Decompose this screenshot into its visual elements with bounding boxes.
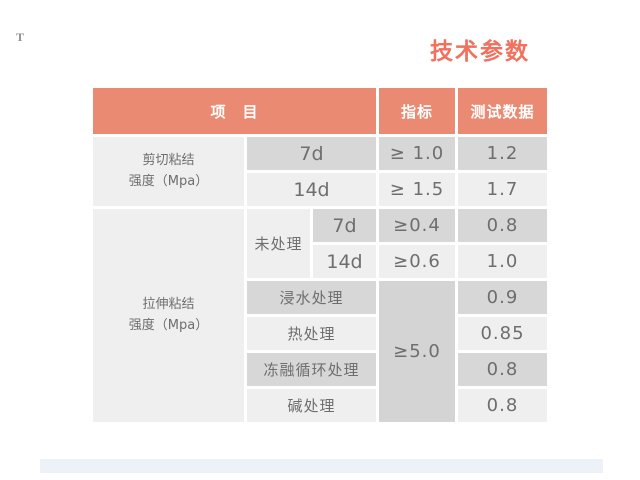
page-title: 技术参数: [430, 39, 530, 65]
group-shear-bond-strength: 剪切粘结 强度（Mpa）: [93, 137, 244, 206]
header-item: 项 目: [93, 88, 376, 134]
group-tensile-bond-strength: 拉伸粘结 强度（Mpa）: [93, 209, 244, 422]
row-test-value: 0.9: [458, 281, 547, 314]
row-test-value: 1.7: [458, 173, 547, 206]
row-test-value: 1.0: [458, 245, 547, 278]
row-test-value: 1.2: [458, 137, 547, 170]
row-indicator: ≥ 1.5: [379, 173, 455, 206]
row-test-value: 0.8: [458, 389, 547, 422]
untreated-label: 未处理: [247, 209, 310, 278]
merged-indicator-cell: ≥5.0: [379, 281, 455, 422]
group1-label-line1: 剪切粘结: [142, 153, 195, 169]
row-sub-label: 碱处理: [247, 389, 376, 422]
row-sub-label: 7d: [313, 209, 376, 242]
row-sub-label: 浸水处理: [247, 281, 376, 314]
group2-label-line2: 强度（Mpa）: [128, 317, 209, 333]
group2-label-line1: 拉伸粘结: [142, 297, 195, 313]
row-indicator: ≥ 1.0: [379, 137, 455, 170]
row-indicator: ≥0.4: [379, 209, 455, 242]
technical-parameters-table: 项 目 指标 测试数据 剪切粘结 强度（Mpa） 7d ≥ 1.0 1.2 14…: [93, 88, 547, 422]
row-sub-label: 热处理: [247, 317, 376, 350]
row-test-value: 0.8: [458, 353, 547, 386]
row-test-value: 0.8: [458, 209, 547, 242]
row-sub-label: 14d: [247, 173, 376, 206]
row-test-value: 0.85: [458, 317, 547, 350]
row-indicator: ≥0.6: [379, 245, 455, 278]
header-indicator: 指标: [379, 88, 455, 134]
header-test-data: 测试数据: [458, 88, 547, 134]
row-sub-label: 冻融循环处理: [247, 353, 376, 386]
corner-watermark-mark: T: [16, 30, 25, 44]
group1-label-line2: 强度（Mpa）: [128, 173, 209, 189]
row-sub-label: 14d: [313, 245, 376, 278]
footer-accent-bar: [40, 459, 603, 473]
row-sub-label: 7d: [247, 137, 376, 170]
